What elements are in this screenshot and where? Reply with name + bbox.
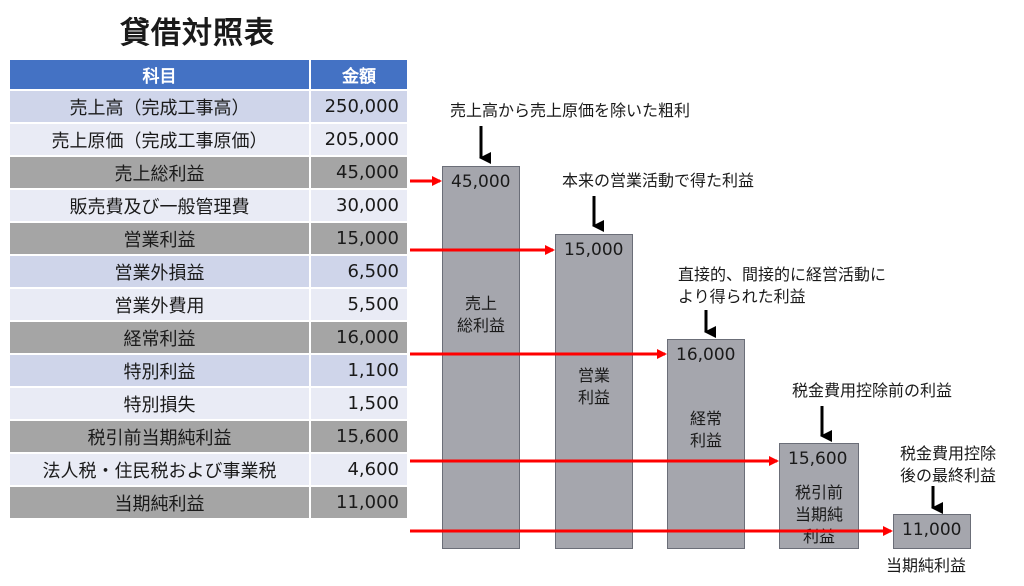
table-row: 法人税・住民税および事業税 4,600 bbox=[10, 453, 409, 487]
annotation-ordinary: 直接的、間接的に経営活動に より得られた利益 bbox=[678, 265, 887, 306]
row-item: 当期純利益 bbox=[10, 486, 311, 520]
row-item: 営業外費用 bbox=[10, 288, 311, 322]
row-amount: 250,000 bbox=[310, 90, 409, 124]
bar-value: 16,000 bbox=[676, 345, 736, 365]
table-row: 売上総利益 45,000 bbox=[10, 156, 409, 190]
table-row: 当期純利益 11,000 bbox=[10, 486, 409, 520]
bar-gross-profit: 45,000 売上 総利益 bbox=[442, 166, 520, 549]
bottom-label: 当期純利益 bbox=[886, 556, 967, 575]
balance-table: 科目 金額 売上高（完成工事高） 250,000 売上原価（完成工事原価） 205,0… bbox=[10, 60, 409, 520]
bar-label: 売上 総利益 bbox=[456, 294, 505, 335]
bar-label: 営業 利益 bbox=[577, 366, 610, 407]
bar-net-profit: 11,000 bbox=[893, 514, 971, 549]
table-row: 特別損失 1,500 bbox=[10, 387, 409, 421]
row-amount: 45,000 bbox=[310, 156, 409, 190]
row-item: 経常利益 bbox=[10, 321, 311, 355]
bar-label: 経常 利益 bbox=[689, 409, 722, 450]
row-item: 特別損失 bbox=[10, 387, 311, 421]
bar-value: 15,000 bbox=[564, 240, 624, 260]
row-item: 税引前当期純利益 bbox=[10, 420, 311, 454]
row-amount: 16,000 bbox=[310, 321, 409, 355]
row-amount: 30,000 bbox=[310, 189, 409, 223]
bar-ordinary-profit: 16,000 経常 利益 bbox=[667, 339, 745, 549]
bar-operating-profit: 15,000 営業 利益 bbox=[555, 234, 633, 549]
row-amount: 1,100 bbox=[310, 354, 409, 388]
table-row: 特別利益 1,100 bbox=[10, 354, 409, 388]
annotation-net: 税金費用控除 後の最終利益 bbox=[900, 444, 997, 485]
table-row: 売上原価（完成工事原価） 205,000 bbox=[10, 123, 409, 157]
bar-label: 税引前 当期純 利益 bbox=[794, 483, 843, 546]
row-item: 営業外損益 bbox=[10, 255, 311, 289]
table-row: 経常利益 16,000 bbox=[10, 321, 409, 355]
annotation-operating: 本来の営業活動で得た利益 bbox=[562, 171, 755, 190]
bar-value: 11,000 bbox=[902, 520, 962, 540]
annotation-gross: 売上高から売上原価を除いた粗利 bbox=[450, 101, 691, 120]
header-amount: 金額 bbox=[310, 60, 409, 91]
row-amount: 15,000 bbox=[310, 222, 409, 256]
page-title: 貸借対照表 bbox=[120, 16, 275, 51]
table-row: 営業外損益 6,500 bbox=[10, 255, 409, 289]
table-row: 営業外費用 5,500 bbox=[10, 288, 409, 322]
row-item: 営業利益 bbox=[10, 222, 311, 256]
table-row: 営業利益 15,000 bbox=[10, 222, 409, 256]
table-row: 販売費及び一般管理費 30,000 bbox=[10, 189, 409, 223]
header-item: 科目 bbox=[10, 60, 311, 91]
table-row: 売上高（完成工事高） 250,000 bbox=[10, 90, 409, 124]
row-amount: 205,000 bbox=[310, 123, 409, 157]
row-amount: 4,600 bbox=[310, 453, 409, 487]
bar-value: 15,600 bbox=[788, 449, 848, 469]
row-amount: 5,500 bbox=[310, 288, 409, 322]
row-item: 売上原価（完成工事原価） bbox=[10, 123, 311, 157]
row-amount: 15,600 bbox=[310, 420, 409, 454]
row-item: 売上総利益 bbox=[10, 156, 311, 190]
row-amount: 1,500 bbox=[310, 387, 409, 421]
row-amount: 6,500 bbox=[310, 255, 409, 289]
row-item: 売上高（完成工事高） bbox=[10, 90, 311, 124]
row-item: 特別利益 bbox=[10, 354, 311, 388]
annotation-pretax: 税金費用控除前の利益 bbox=[792, 381, 953, 400]
table-row: 税引前当期純利益 15,600 bbox=[10, 420, 409, 454]
row-amount: 11,000 bbox=[310, 486, 409, 520]
row-item: 販売費及び一般管理費 bbox=[10, 189, 311, 223]
row-item: 法人税・住民税および事業税 bbox=[10, 453, 311, 487]
bar-value: 45,000 bbox=[451, 172, 511, 192]
